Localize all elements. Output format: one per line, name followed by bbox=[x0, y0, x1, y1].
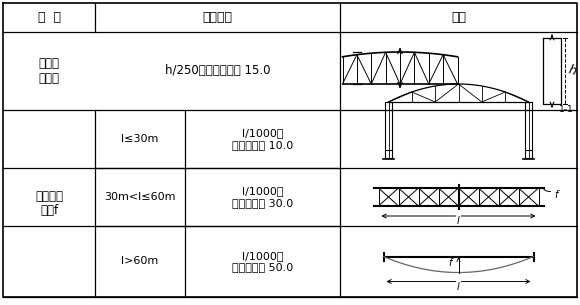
Text: 允许偏差: 允许偏差 bbox=[202, 11, 233, 24]
Text: l≤30m: l≤30m bbox=[121, 134, 159, 144]
Text: f: f bbox=[554, 190, 558, 200]
Text: l: l bbox=[457, 282, 460, 292]
Text: f: f bbox=[449, 257, 452, 267]
Text: l/1000，
且不应大于 30.0: l/1000， 且不应大于 30.0 bbox=[232, 186, 293, 208]
Text: l: l bbox=[457, 216, 460, 226]
Text: 侧向弯曲
矢高f: 侧向弯曲 矢高f bbox=[35, 189, 63, 217]
Text: 30m<l≤60m: 30m<l≤60m bbox=[104, 192, 176, 202]
Text: 1-1: 1-1 bbox=[559, 106, 574, 114]
Text: h: h bbox=[567, 64, 578, 78]
Text: l/1000，
且不应大于 50.0: l/1000， 且不应大于 50.0 bbox=[232, 251, 293, 272]
Text: l>60m: l>60m bbox=[121, 257, 158, 267]
Text: 图例: 图例 bbox=[451, 11, 466, 24]
Text: 项  目: 项 目 bbox=[38, 11, 60, 24]
Text: l/1000，
且不应大于 10.0: l/1000， 且不应大于 10.0 bbox=[232, 128, 293, 150]
Text: 跨中的
垂直度: 跨中的 垂直度 bbox=[38, 57, 60, 85]
Text: h/250，且不应大于 15.0: h/250，且不应大于 15.0 bbox=[165, 64, 270, 77]
